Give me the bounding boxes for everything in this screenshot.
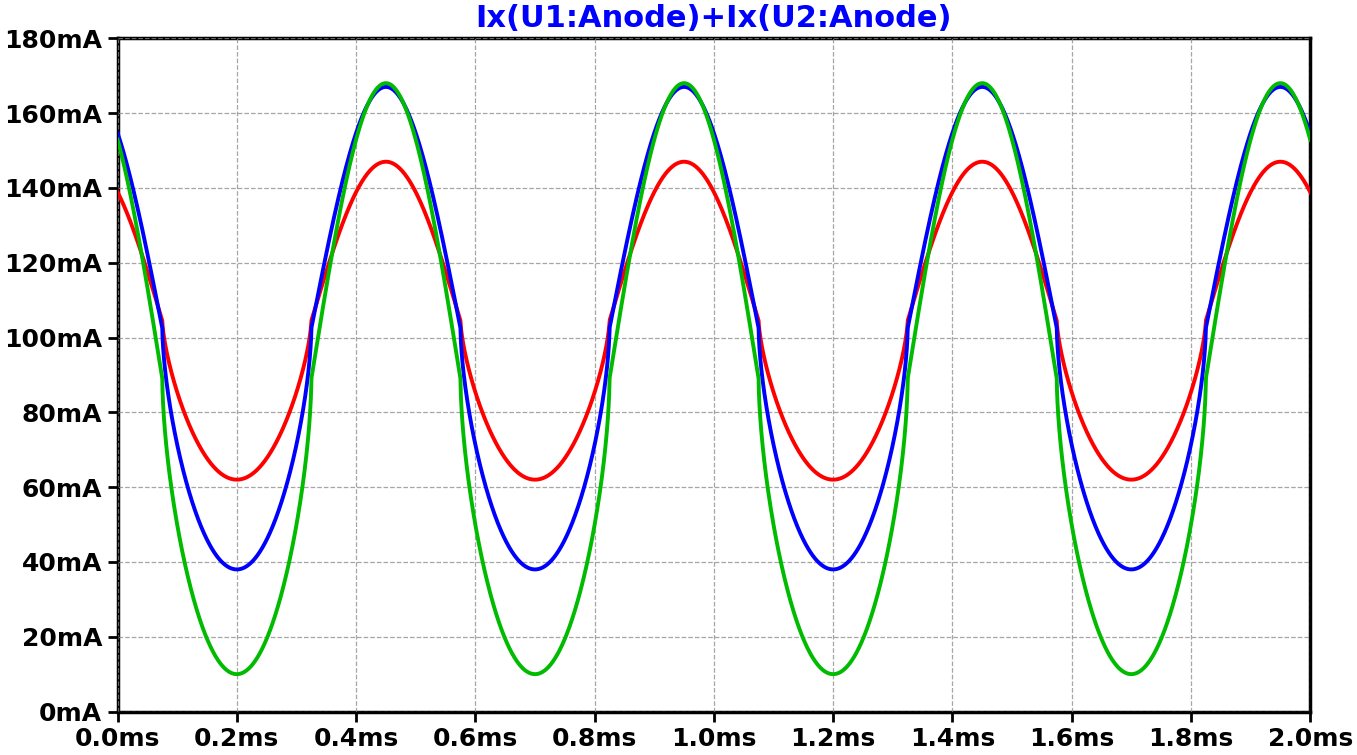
Title: Ix(U1:Anode)+Ix(U2:Anode): Ix(U1:Anode)+Ix(U2:Anode) xyxy=(476,5,953,33)
